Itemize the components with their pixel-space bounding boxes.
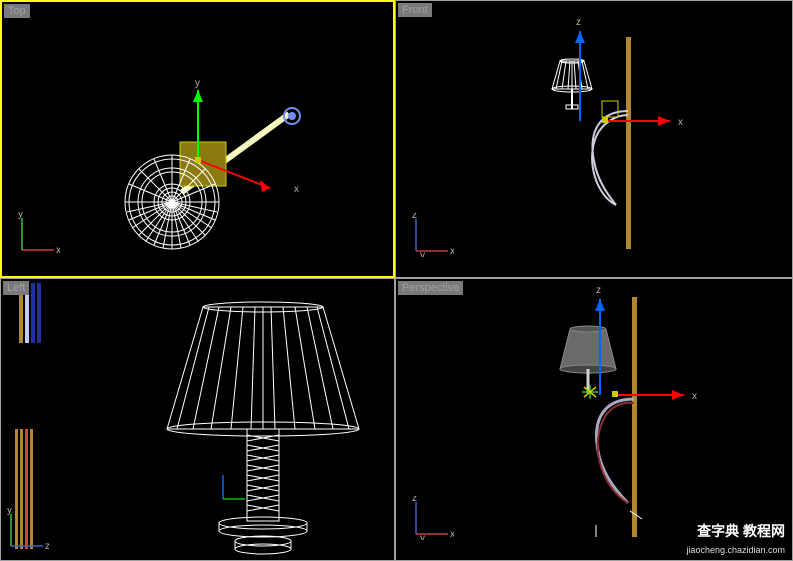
gizmo-x-label: x bbox=[692, 391, 697, 402]
move-gizmo-left[interactable] bbox=[223, 475, 245, 499]
corner-y: y bbox=[18, 212, 23, 220]
corner-z: z bbox=[45, 541, 49, 552]
corner-x: x bbox=[56, 245, 60, 256]
corner-x: x bbox=[450, 529, 454, 540]
top-view-canvas: x y bbox=[2, 2, 395, 278]
ornament-curl-outer bbox=[597, 399, 635, 503]
viewport-perspective[interactable]: Perspective x z bbox=[395, 278, 793, 561]
wall-pole bbox=[632, 297, 637, 537]
lamp-shade-left bbox=[167, 302, 359, 436]
gizmo-y-label: y bbox=[195, 78, 200, 89]
viewport-left[interactable]: Left bbox=[0, 278, 395, 561]
gizmo-z-label: z bbox=[596, 285, 601, 296]
ball-center bbox=[288, 112, 296, 120]
corner-y: y bbox=[7, 508, 12, 516]
front-view-canvas: x z bbox=[396, 1, 793, 278]
corner-z: z bbox=[412, 213, 417, 221]
lamp-column bbox=[247, 429, 279, 521]
viewport-label-left: Left bbox=[3, 281, 29, 295]
disc-spokes bbox=[125, 155, 219, 249]
ornament-curl-inner bbox=[592, 115, 628, 205]
selection-box bbox=[180, 142, 226, 186]
axis-corner-front: x z y bbox=[410, 213, 454, 257]
axis-corner-left: z y bbox=[5, 508, 49, 552]
corner-y: y bbox=[420, 533, 425, 540]
corner-z: z bbox=[412, 496, 417, 504]
watermark-main: 查字典 教程网 bbox=[697, 521, 785, 541]
viewport-label-perspective: Perspective bbox=[398, 281, 463, 295]
watermark-sub: jiaocheng.chazidian.com bbox=[686, 545, 785, 555]
gizmo-x-label: x bbox=[294, 184, 299, 195]
viewport-front[interactable]: Front x z bbox=[395, 0, 793, 278]
lamp-shade-front bbox=[552, 59, 592, 92]
ornament-sparkle bbox=[582, 385, 598, 399]
gizmo-x-label: x bbox=[678, 117, 683, 128]
viewport-label-front: Front bbox=[398, 3, 432, 17]
left-view-canvas bbox=[1, 279, 395, 561]
lamp-shade-persp bbox=[560, 329, 616, 369]
perspective-view-canvas: x z bbox=[396, 279, 793, 561]
edge-bar bbox=[31, 283, 35, 343]
move-gizmo-persp[interactable]: x z bbox=[595, 285, 697, 402]
gizmo-z-label: z bbox=[576, 17, 581, 28]
lamp-base bbox=[219, 517, 307, 554]
corner-x: x bbox=[450, 246, 454, 257]
axis-corner-persp: x z y bbox=[410, 496, 454, 540]
wall-pole bbox=[626, 37, 631, 249]
corner-y: y bbox=[420, 250, 425, 257]
viewport-top[interactable]: Top bbox=[0, 0, 395, 278]
axis-corner-top: x y bbox=[16, 212, 60, 256]
edge-bar bbox=[37, 283, 41, 343]
ornament-curl-outer bbox=[592, 111, 628, 205]
viewport-label-top: Top bbox=[4, 4, 30, 18]
